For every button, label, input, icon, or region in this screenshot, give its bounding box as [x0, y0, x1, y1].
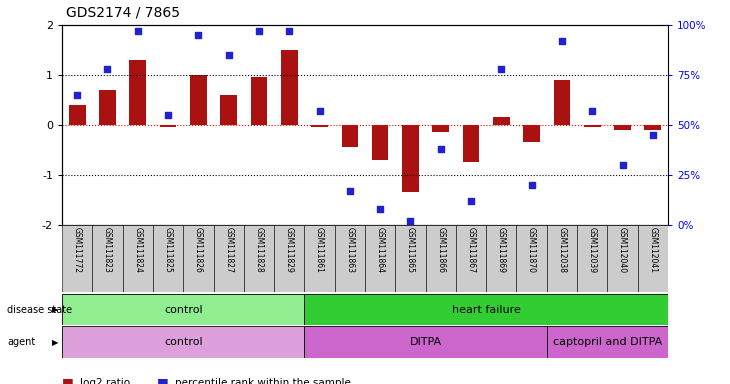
Bar [645, 125, 661, 130]
Bar [274, 225, 304, 292]
Text: ■: ■ [157, 376, 169, 384]
Text: GSM112038: GSM112038 [558, 227, 566, 273]
Bar [493, 118, 510, 125]
Text: DITPA: DITPA [410, 337, 442, 347]
Text: GSM111826: GSM111826 [194, 227, 203, 273]
Point [435, 146, 447, 152]
Point [132, 28, 144, 34]
Text: GSM111870: GSM111870 [527, 227, 536, 273]
Bar [463, 125, 480, 162]
Text: ▶: ▶ [52, 338, 58, 347]
Text: GSM111864: GSM111864 [376, 227, 385, 273]
Point [374, 205, 386, 212]
Text: GSM111825: GSM111825 [164, 227, 172, 273]
Point [647, 132, 658, 138]
Bar [244, 225, 274, 292]
Bar [220, 95, 237, 125]
Bar [365, 225, 396, 292]
Bar [372, 125, 388, 160]
Bar [183, 225, 214, 292]
Text: log2 ratio: log2 ratio [80, 378, 131, 384]
Bar [342, 125, 358, 147]
Bar [190, 75, 207, 125]
Text: GSM112041: GSM112041 [648, 227, 657, 273]
Text: GSM111867: GSM111867 [466, 227, 475, 273]
Text: GSM111865: GSM111865 [406, 227, 415, 273]
Bar [335, 225, 365, 292]
Bar [486, 225, 517, 292]
Point [526, 182, 537, 188]
Text: ■: ■ [62, 376, 74, 384]
Bar [517, 225, 547, 292]
Text: GSM111824: GSM111824 [134, 227, 142, 273]
Text: GDS2174 / 7865: GDS2174 / 7865 [66, 5, 180, 19]
Bar [547, 326, 668, 358]
Point [404, 218, 416, 224]
Point [344, 188, 356, 194]
Bar [402, 125, 419, 192]
Bar [123, 225, 153, 292]
Bar [547, 225, 577, 292]
Point [223, 52, 234, 58]
Bar [62, 294, 304, 325]
Bar [553, 80, 570, 125]
Point [586, 108, 598, 114]
Point [465, 198, 477, 204]
Text: disease state: disease state [7, 305, 72, 314]
Text: GSM112040: GSM112040 [618, 227, 627, 273]
Bar [311, 125, 328, 127]
Bar [250, 78, 267, 125]
Point [617, 162, 629, 168]
Point [283, 28, 295, 34]
Point [556, 38, 568, 44]
Bar [426, 225, 456, 292]
Bar [614, 125, 631, 130]
Bar [62, 326, 304, 358]
Bar [281, 50, 298, 125]
Text: captopril and DITPA: captopril and DITPA [553, 337, 662, 347]
Point [72, 92, 83, 98]
Text: percentile rank within the sample: percentile rank within the sample [175, 378, 351, 384]
Text: GSM111772: GSM111772 [73, 227, 82, 273]
Bar [396, 225, 426, 292]
Text: GSM111823: GSM111823 [103, 227, 112, 273]
Bar [214, 225, 244, 292]
Text: GSM111828: GSM111828 [255, 227, 264, 272]
Bar [160, 125, 177, 127]
Bar [129, 60, 146, 125]
Bar [456, 225, 486, 292]
Bar [584, 125, 601, 127]
Text: GSM111829: GSM111829 [285, 227, 293, 273]
Text: GSM111869: GSM111869 [497, 227, 506, 273]
Text: GSM112039: GSM112039 [588, 227, 596, 273]
Text: heart failure: heart failure [452, 305, 520, 314]
Bar [523, 125, 540, 142]
Point [162, 112, 174, 118]
Text: GSM111866: GSM111866 [437, 227, 445, 273]
Bar [153, 225, 183, 292]
Point [496, 66, 507, 72]
Bar [432, 125, 449, 132]
Text: ▶: ▶ [52, 305, 58, 314]
Bar [607, 225, 638, 292]
Text: GSM111863: GSM111863 [345, 227, 354, 273]
Bar [93, 225, 123, 292]
Bar [304, 294, 668, 325]
Bar [304, 326, 547, 358]
Text: agent: agent [7, 337, 36, 347]
Text: control: control [164, 305, 202, 314]
Bar [304, 225, 335, 292]
Bar [69, 105, 85, 125]
Point [314, 108, 326, 114]
Text: control: control [164, 337, 202, 347]
Point [253, 28, 265, 34]
Bar [577, 225, 607, 292]
Bar [638, 225, 668, 292]
Text: GSM111827: GSM111827 [224, 227, 233, 273]
Text: GSM111861: GSM111861 [315, 227, 324, 273]
Point [101, 66, 113, 72]
Point [193, 32, 204, 38]
Bar [62, 225, 93, 292]
Bar [99, 90, 116, 125]
